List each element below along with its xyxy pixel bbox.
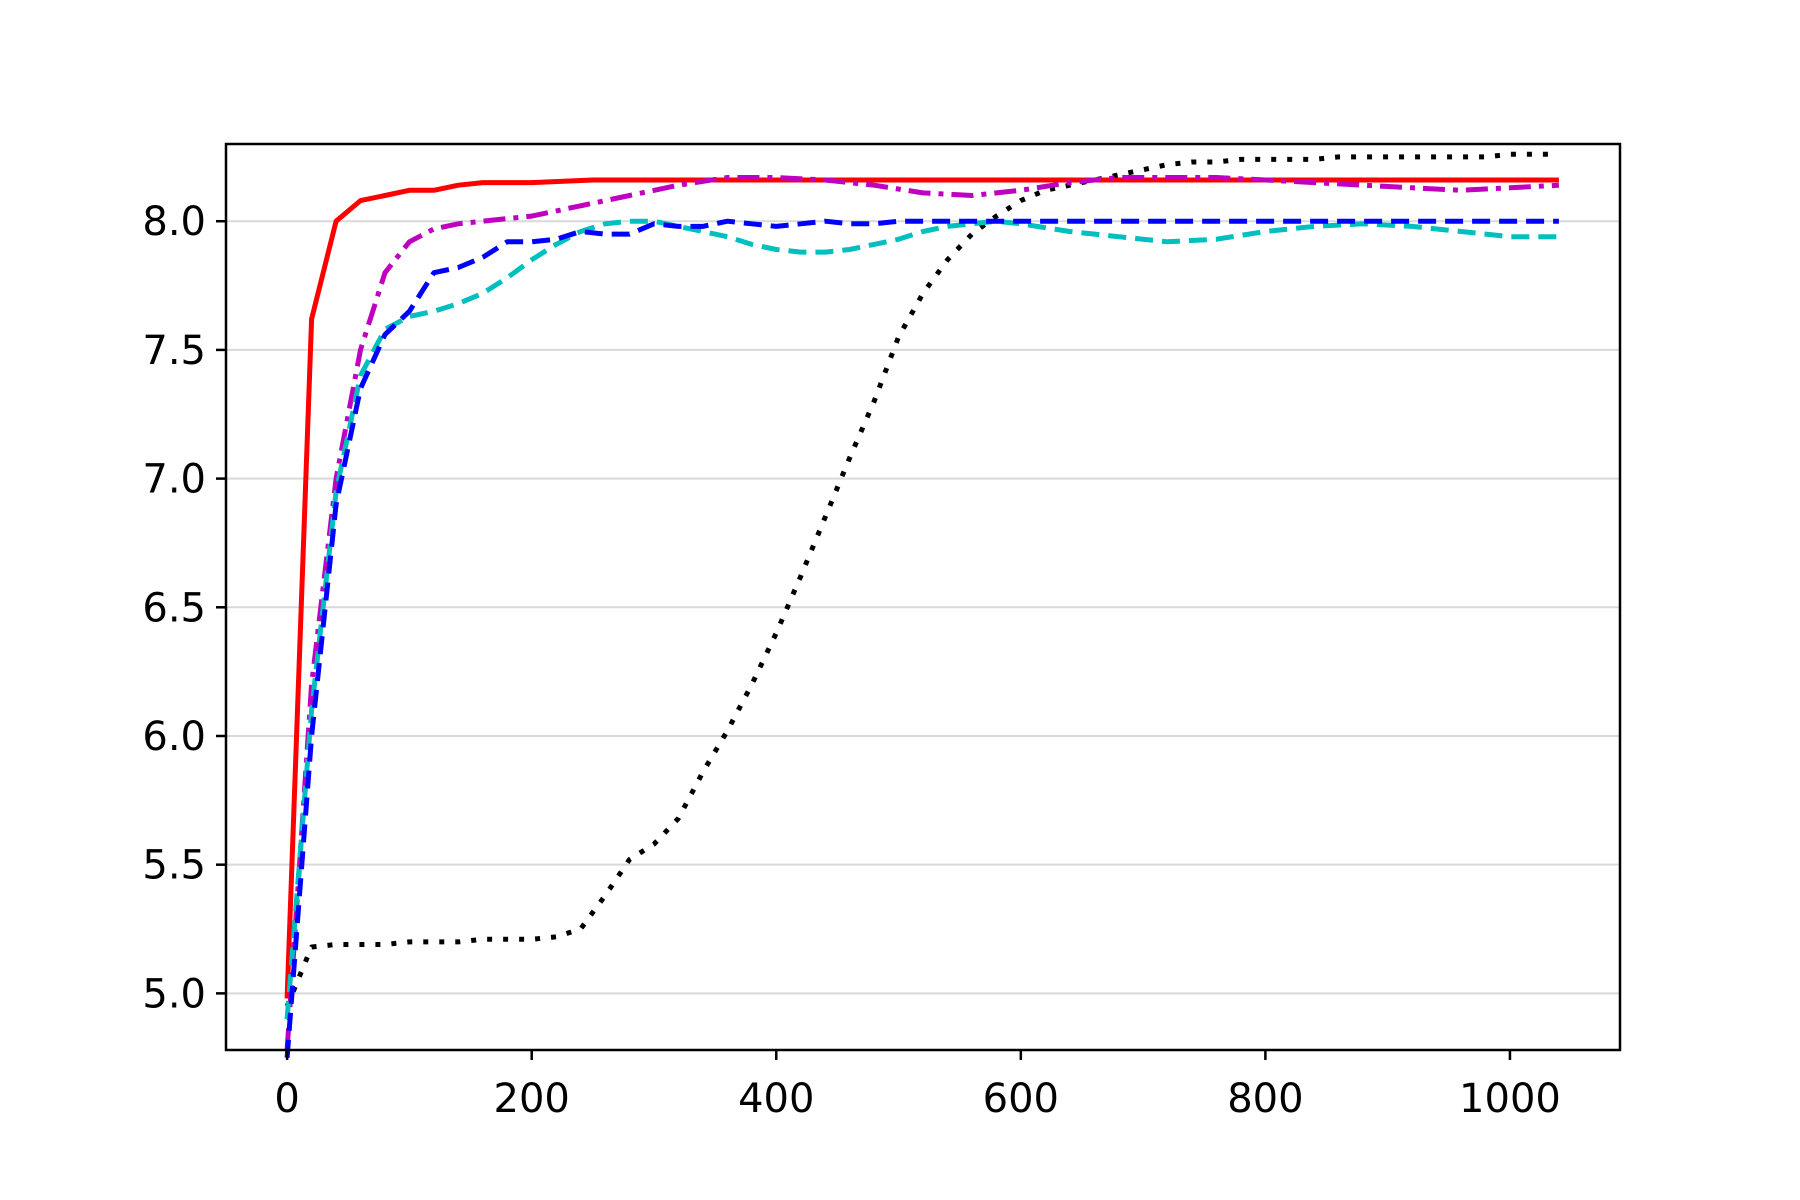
x-tick-label-5: 1000 [1459,1076,1561,1122]
series-line-2 [284,175,1560,1051]
series-line-3 [284,218,1559,1020]
data-series [284,151,1560,1058]
x-tick-label-4: 800 [1227,1076,1303,1122]
y-tick-label-4: 7.0 [142,457,206,503]
y-tick-label-5: 7.5 [142,328,206,374]
x-axis: 0 200 400 600 800 1000 [274,1050,1561,1122]
plot-area-frame [224,142,1622,1052]
grid-lines [226,220,1620,995]
x-tick-label-3: 600 [983,1076,1059,1122]
y-axis: 5.0 5.5 6.0 6.5 7.0 7.5 8.0 [142,199,226,1017]
x-tick-label-1: 200 [494,1076,570,1122]
x-tick-label-2: 400 [738,1076,814,1122]
y-tick-label-0: 5.0 [142,971,206,1017]
y-tick-label-3: 6.5 [142,585,206,631]
y-tick-label-1: 5.5 [142,843,206,889]
series-line-4 [284,218,1559,1058]
x-tick-label-0: 0 [274,1076,299,1122]
y-tick-label-6: 8.0 [142,199,206,245]
y-tick-label-2: 6.0 [142,714,206,760]
